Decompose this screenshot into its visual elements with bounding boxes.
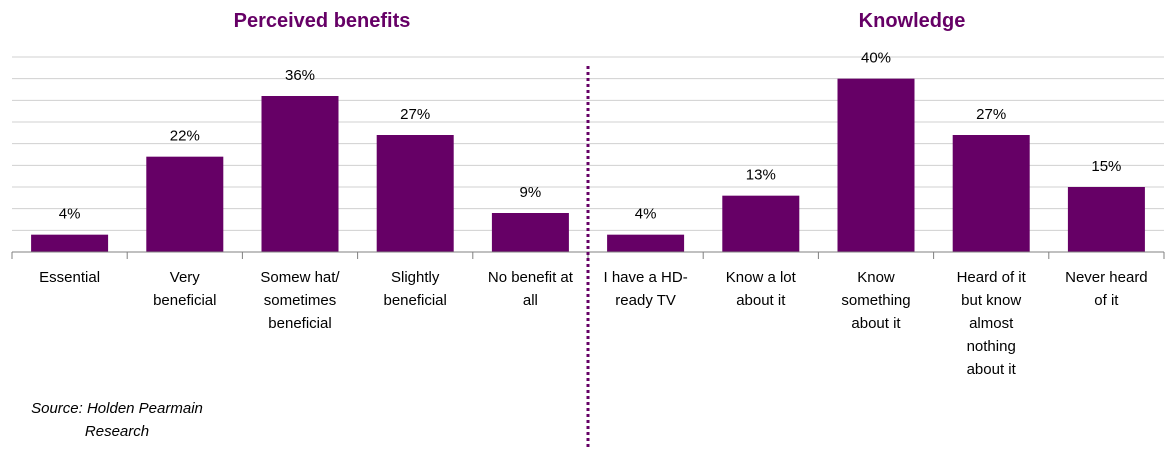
category-label: Essential — [39, 269, 101, 286]
bar — [31, 234, 109, 252]
source-note: Source: Holden Pearmain Research — [31, 400, 203, 440]
bar — [376, 135, 454, 252]
category-label: Know something about it — [841, 269, 911, 332]
category-label: Very beneficial — [153, 269, 217, 309]
bar — [261, 96, 339, 252]
x-axis-ticks — [11, 252, 1165, 259]
category-label: Slightly beneficial — [383, 269, 447, 309]
bar — [837, 78, 915, 253]
data-label: 36% — [285, 67, 315, 84]
knowledge-title: Knowledge — [858, 10, 966, 32]
category-label: Know a lot about it — [725, 269, 796, 309]
category-label: I have a HD- ready TV — [603, 269, 688, 309]
data-label: 9% — [520, 184, 542, 201]
data-label: 15% — [1091, 158, 1121, 175]
data-label: 13% — [746, 167, 776, 184]
bar — [952, 135, 1030, 252]
data-label: 4% — [59, 206, 81, 223]
category-label: Heard of it but know almost nothing abou… — [956, 269, 1026, 378]
bar — [722, 195, 800, 252]
data-label: 27% — [976, 106, 1006, 123]
bars — [31, 78, 1145, 253]
perceived-benefits-title: Perceived benefits — [233, 10, 411, 32]
data-label: 22% — [170, 128, 200, 145]
category-label: Somew hat/ sometimes beneficial — [260, 269, 340, 332]
bar — [491, 213, 569, 252]
data-labels: 4% 22% 36% 27% 9% 4% 13% 40% 27% 15% — [59, 50, 1122, 223]
bar — [146, 156, 224, 252]
data-label: 27% — [400, 106, 430, 123]
data-label: 40% — [861, 50, 891, 67]
category-label: No benefit at all — [487, 269, 573, 309]
data-label: 4% — [635, 206, 657, 223]
category-label: Never heard of it — [1065, 269, 1148, 309]
bar — [1067, 187, 1145, 252]
bar — [607, 234, 685, 252]
